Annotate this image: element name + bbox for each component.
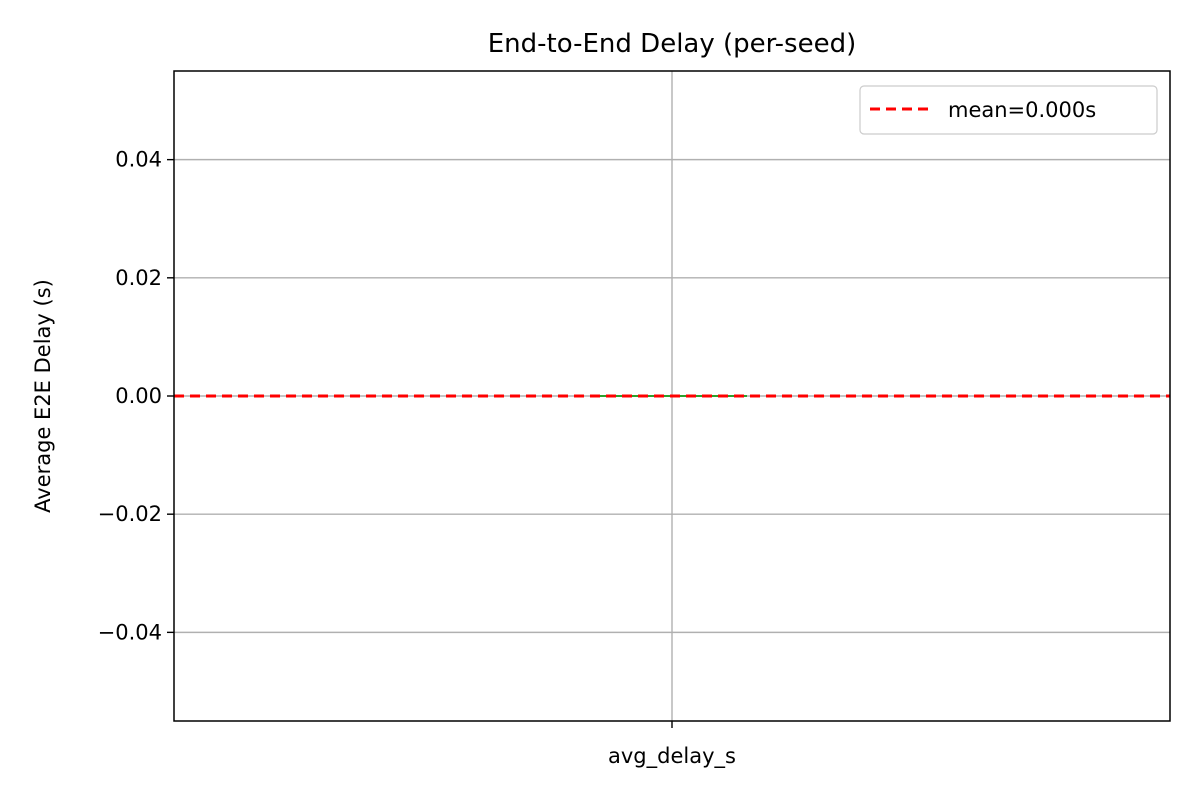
chart-title: End-to-End Delay (per-seed) [488, 29, 857, 59]
x-tick-label: avg_delay_s [608, 744, 736, 769]
y-tick-label: 0.04 [115, 148, 162, 172]
y-tick-label: −0.04 [98, 620, 162, 644]
legend-mean-label: mean=0.000s [948, 98, 1096, 122]
y-tick-label: 0.02 [115, 266, 162, 290]
legend: mean=0.000s [859, 85, 1158, 135]
y-ticks: −0.04 −0.02 0.00 0.02 0.04 [98, 148, 174, 644]
x-ticks: avg_delay_s [608, 721, 736, 769]
y-tick-label: 0.00 [115, 384, 162, 408]
legend-box [859, 85, 1158, 135]
y-axis-label: Average E2E Delay (s) [31, 279, 55, 513]
y-tick-label: −0.02 [98, 502, 162, 526]
